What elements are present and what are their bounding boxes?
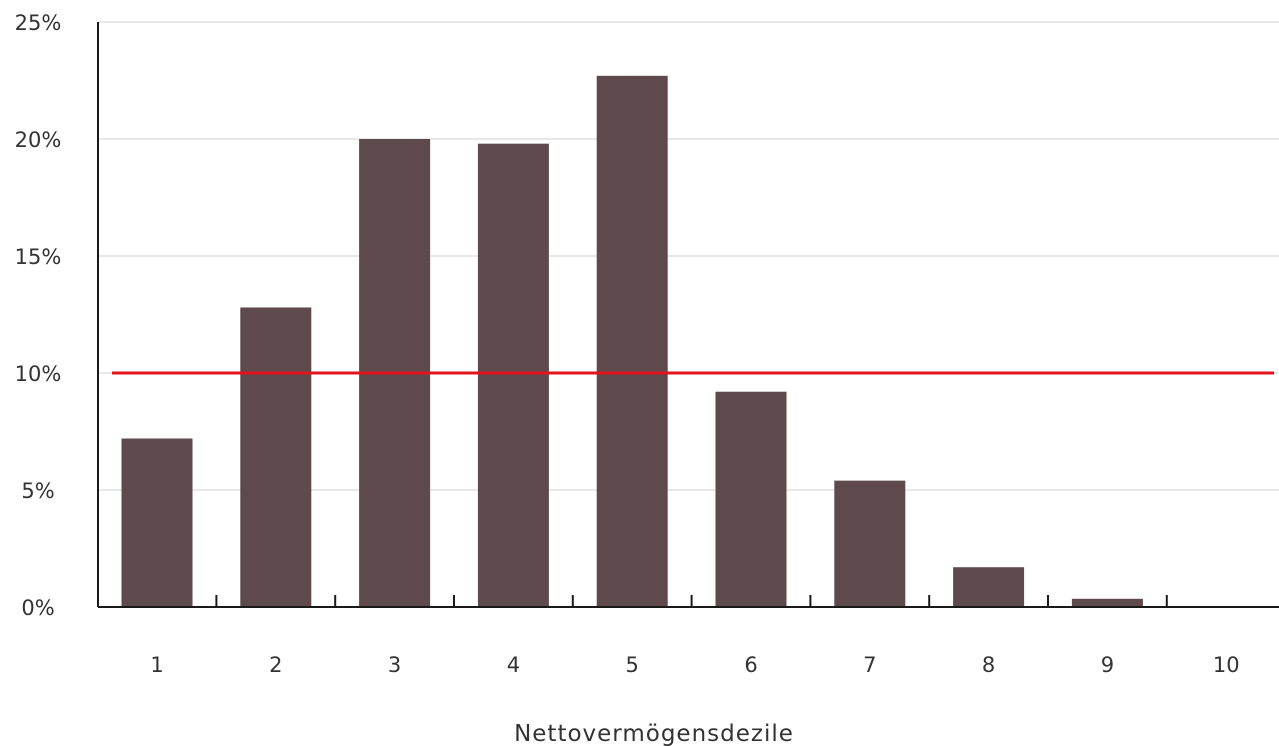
x-tick-label: 4 (507, 653, 520, 677)
x-tick-label: 9 (1101, 653, 1114, 677)
y-tick-labels: 0% 5% 10% 15% 20% 25% (15, 11, 62, 620)
y-tick-label: 10% (15, 362, 62, 386)
y-tick-label: 5% (21, 479, 54, 503)
bar (240, 307, 312, 607)
x-tick-label: 10 (1213, 653, 1240, 677)
axes (97, 22, 1279, 608)
bar (596, 75, 668, 607)
bar (715, 391, 787, 607)
y-tick-label: 25% (15, 11, 62, 35)
bar (953, 567, 1025, 607)
x-tick-label: 8 (982, 653, 995, 677)
x-tick-label: 2 (269, 653, 282, 677)
y-tick-label: 0% (21, 596, 54, 620)
x-tick-label: 7 (863, 653, 876, 677)
bar (121, 438, 193, 607)
x-tick-label: 1 (150, 653, 163, 677)
x-tick-label: 3 (388, 653, 401, 677)
x-tick-label: 5 (626, 653, 639, 677)
bars (121, 75, 1143, 607)
bar (1071, 598, 1143, 607)
x-tick-labels: 1 2 3 4 5 6 7 8 9 10 (150, 653, 1239, 677)
bar (477, 143, 549, 607)
y-tick-label: 15% (15, 245, 62, 269)
x-tick-label: 6 (744, 653, 757, 677)
bar (834, 480, 906, 607)
x-axis-title: Nettovermögensdezile (514, 721, 794, 746)
y-tick-label: 20% (15, 128, 62, 152)
